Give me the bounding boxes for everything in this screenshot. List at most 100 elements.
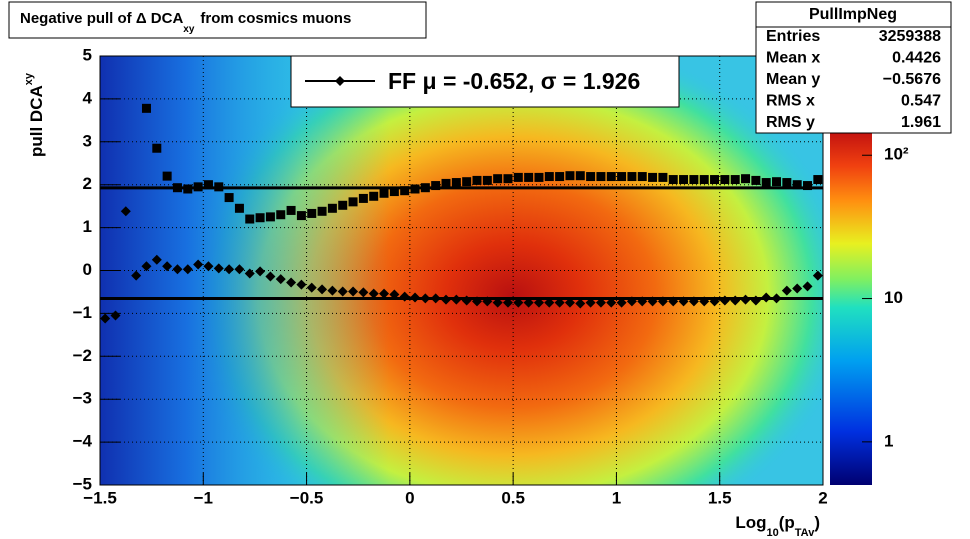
- x-tick-label: 0.5: [501, 488, 525, 507]
- data-point: [162, 261, 173, 272]
- data-point: [699, 296, 710, 307]
- data-point: [255, 213, 265, 223]
- data-point: [668, 175, 678, 185]
- data-point: [389, 187, 399, 197]
- stats-value: −0.5676: [883, 71, 941, 88]
- data-point: [255, 266, 266, 277]
- data-point: [596, 172, 606, 182]
- data-point: [441, 178, 451, 188]
- data-point: [472, 175, 482, 185]
- x-tick-label: 1.5: [708, 488, 732, 507]
- data-point: [803, 181, 813, 191]
- data-point: [183, 184, 193, 194]
- data-point: [492, 297, 503, 308]
- data-point: [307, 208, 317, 218]
- data-point: [276, 210, 286, 220]
- stats-value: 1.961: [901, 114, 941, 131]
- z-tick-label: 10²: [884, 145, 909, 164]
- data-point: [369, 191, 379, 201]
- data-point: [493, 174, 503, 184]
- data-point: [379, 188, 389, 198]
- data-point: [224, 264, 235, 275]
- data-point: [410, 184, 420, 194]
- data-point: [461, 295, 472, 306]
- data-point: [513, 297, 524, 308]
- data-point: [348, 286, 359, 297]
- data-point: [172, 264, 183, 275]
- y-tick-label: −1: [73, 303, 92, 322]
- data-point: [750, 295, 761, 306]
- data-point: [100, 313, 111, 324]
- stats-label: Entries: [766, 28, 820, 45]
- data-point: [719, 295, 730, 306]
- data-point: [482, 175, 492, 185]
- data-point: [234, 203, 244, 213]
- data-point: [317, 284, 328, 295]
- legend-marker: [335, 76, 345, 86]
- y-tick-label: 5: [83, 45, 92, 64]
- data-point: [575, 298, 586, 309]
- stats-label: Mean x: [766, 50, 820, 67]
- y-tick-label: −2: [73, 346, 92, 365]
- data-point: [710, 175, 720, 185]
- stats-value: 3259388: [879, 28, 941, 45]
- data-point: [595, 297, 606, 308]
- data-point: [555, 172, 565, 182]
- data-point: [203, 180, 213, 190]
- y-tick-label: −4: [73, 432, 93, 451]
- data-point: [647, 296, 658, 307]
- data-point: [234, 264, 245, 275]
- chart-title: Negative pull of Δ DCAxyfrom cosmics muo…: [20, 10, 351, 35]
- y-tick-label: −3: [73, 389, 92, 408]
- data-point: [657, 296, 668, 307]
- data-point: [451, 294, 462, 305]
- stats-label: RMS y: [766, 114, 815, 131]
- data-point: [296, 211, 306, 221]
- data-point: [286, 205, 296, 215]
- data-point: [554, 297, 565, 308]
- y-tick-label: 3: [83, 131, 92, 150]
- data-point: [751, 175, 761, 185]
- data-point: [575, 171, 585, 181]
- data-point: [275, 274, 286, 285]
- data-point: [741, 174, 751, 184]
- data-point: [679, 175, 689, 185]
- data-point: [772, 177, 782, 187]
- data-point: [214, 182, 224, 192]
- data-point: [648, 172, 658, 182]
- data-point: [771, 293, 782, 304]
- x-tick-label: 2: [818, 488, 827, 507]
- data-point: [720, 175, 730, 185]
- data-point: [120, 206, 131, 217]
- stats-title: PullImpNeg: [809, 6, 897, 23]
- data-point: [740, 294, 751, 305]
- x-tick-label: −1.5: [83, 488, 117, 507]
- data-point: [296, 279, 307, 290]
- stats-label: Mean y: [766, 71, 820, 88]
- data-point: [585, 297, 596, 308]
- data-point: [617, 172, 627, 182]
- data-point: [812, 270, 823, 281]
- data-point: [327, 203, 337, 213]
- data-point: [420, 293, 431, 304]
- data-point: [451, 178, 461, 188]
- data-point: [244, 268, 255, 279]
- data-point: [431, 181, 441, 191]
- data-point: [410, 292, 421, 303]
- y-tick-label: 1: [83, 217, 92, 236]
- y-tick-label: 2: [83, 174, 92, 193]
- data-point: [503, 174, 513, 184]
- data-point: [265, 271, 276, 282]
- stats-label: RMS x: [766, 93, 815, 110]
- data-point: [286, 277, 297, 288]
- data-point: [358, 287, 369, 298]
- data-point: [379, 288, 390, 299]
- data-point: [668, 296, 679, 307]
- data-point: [327, 285, 338, 296]
- data-point: [441, 294, 452, 305]
- data-point: [348, 197, 358, 207]
- data-point: [172, 183, 182, 193]
- x-tick-label: 0: [405, 488, 414, 507]
- z-tick-label: 10: [884, 288, 903, 307]
